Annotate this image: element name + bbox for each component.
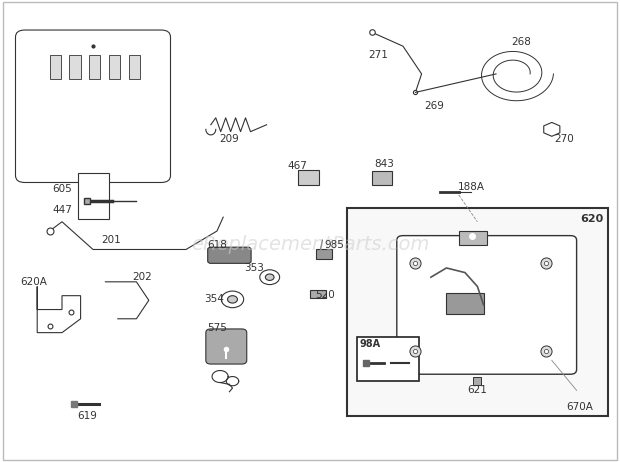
Text: 98A: 98A: [360, 339, 381, 349]
Text: 605: 605: [52, 184, 72, 195]
Circle shape: [260, 270, 280, 285]
Bar: [446, 293, 484, 314]
Polygon shape: [37, 286, 81, 333]
Text: 843: 843: [374, 159, 394, 169]
Bar: [89, 55, 100, 79]
Bar: [129, 55, 140, 79]
Text: 621: 621: [467, 385, 487, 395]
Bar: [50, 55, 61, 79]
Text: 202: 202: [133, 272, 153, 282]
Text: 575: 575: [207, 323, 227, 333]
Polygon shape: [544, 122, 560, 136]
Bar: [459, 231, 487, 245]
Bar: [372, 171, 392, 185]
Text: 447: 447: [52, 205, 72, 215]
Bar: [347, 208, 608, 416]
Bar: [109, 55, 120, 79]
Text: 467: 467: [288, 161, 308, 171]
Bar: [316, 249, 332, 259]
Text: 620: 620: [580, 214, 604, 225]
Circle shape: [228, 296, 237, 303]
Text: 670A: 670A: [566, 401, 593, 412]
Bar: [310, 290, 326, 298]
Text: 270: 270: [554, 134, 574, 144]
Text: 354: 354: [204, 294, 224, 304]
Text: 353: 353: [244, 263, 264, 273]
Text: 620A: 620A: [20, 277, 48, 287]
Text: 209: 209: [219, 134, 239, 144]
FancyBboxPatch shape: [397, 236, 577, 374]
Bar: [356, 337, 419, 381]
Text: 201: 201: [102, 235, 122, 245]
Text: 188A: 188A: [458, 182, 485, 192]
Bar: [69, 55, 81, 79]
FancyBboxPatch shape: [206, 329, 247, 364]
Text: 619: 619: [77, 411, 97, 421]
Text: 271: 271: [368, 50, 388, 61]
Bar: [298, 170, 319, 185]
Text: 269: 269: [424, 101, 444, 111]
Text: eReplacementParts.com: eReplacementParts.com: [191, 235, 429, 255]
FancyBboxPatch shape: [208, 247, 251, 263]
Text: 985: 985: [325, 240, 345, 250]
Circle shape: [265, 274, 274, 280]
FancyBboxPatch shape: [16, 30, 170, 182]
Text: 520: 520: [316, 290, 335, 300]
Text: 618: 618: [207, 240, 227, 250]
FancyBboxPatch shape: [78, 173, 108, 219]
Text: 268: 268: [511, 36, 531, 47]
Circle shape: [221, 291, 244, 308]
